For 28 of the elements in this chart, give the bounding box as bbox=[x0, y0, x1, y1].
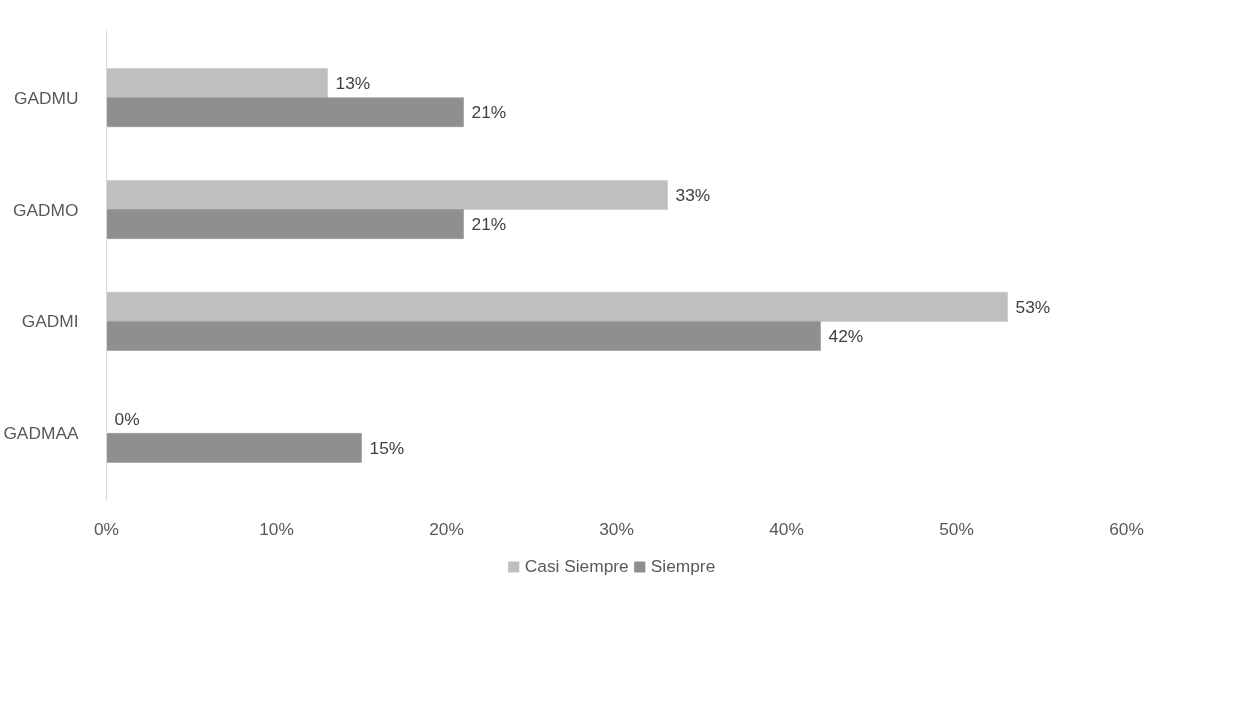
x-tick-label: 50% bbox=[939, 518, 974, 539]
bar bbox=[106, 68, 328, 98]
y-tick-label: GADMO bbox=[13, 199, 79, 220]
data-label: 21% bbox=[471, 102, 507, 123]
data-label: 0% bbox=[114, 408, 140, 429]
bar bbox=[106, 209, 464, 239]
x-tick-label: 10% bbox=[259, 518, 294, 539]
x-tick-label: 0% bbox=[93, 518, 120, 539]
data-label: 53% bbox=[1015, 296, 1051, 317]
bar bbox=[106, 97, 464, 127]
x-tick-label: 30% bbox=[599, 518, 634, 539]
y-tick-label: GADMAA bbox=[3, 423, 79, 444]
x-tick-label: 20% bbox=[429, 518, 464, 539]
data-label: 33% bbox=[675, 185, 711, 205]
bar bbox=[106, 180, 668, 210]
x-tick-label: 40% bbox=[769, 518, 804, 539]
x-tick-label: 60% bbox=[1109, 518, 1144, 539]
data-label: 15% bbox=[369, 437, 405, 458]
bar bbox=[106, 292, 1008, 322]
y-tick-label: GADMU bbox=[14, 87, 79, 108]
data-label: 21% bbox=[471, 214, 507, 235]
data-label: 42% bbox=[828, 326, 864, 346]
bar bbox=[106, 433, 362, 463]
bar bbox=[106, 321, 821, 351]
y-tick-label: GADMI bbox=[21, 311, 79, 332]
legend-label: Siempre bbox=[650, 555, 716, 577]
data-label: 13% bbox=[335, 73, 371, 94]
legend-label: Casi Siempre bbox=[524, 555, 629, 577]
